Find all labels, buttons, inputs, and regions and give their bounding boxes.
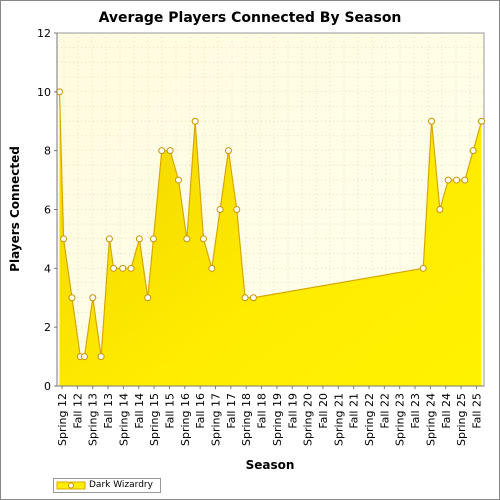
data-point <box>453 176 461 184</box>
y-tick-label: 10 <box>37 86 51 99</box>
y-tick-label: 12 <box>37 27 51 40</box>
y-axis-title: Players Connected <box>8 146 22 272</box>
x-tick-label: Spring 12 <box>56 393 69 446</box>
data-point <box>199 235 207 243</box>
legend: Dark Wizardry <box>53 478 161 493</box>
data-point <box>224 147 232 155</box>
data-point <box>419 264 427 272</box>
data-point <box>80 353 88 361</box>
data-point <box>428 117 436 125</box>
data-point <box>135 235 143 243</box>
series-area <box>59 91 482 386</box>
data-point <box>127 264 135 272</box>
x-tick-label: Spring 15 <box>148 393 161 446</box>
series-line <box>58 91 483 358</box>
data-point <box>249 294 257 302</box>
data-point <box>241 294 249 302</box>
data-point <box>436 206 444 213</box>
x-tick-label: Spring 16 <box>179 393 192 446</box>
x-tick-label: Spring 18 <box>240 393 253 446</box>
x-tick-label: Spring 23 <box>394 393 407 446</box>
x-tick-label: Spring 20 <box>302 393 315 446</box>
series-dark-wizardry <box>56 88 485 386</box>
chart-title: Average Players Connected By Season <box>99 10 402 26</box>
data-point <box>144 294 152 302</box>
data-point <box>110 264 118 272</box>
data-point <box>119 264 127 272</box>
data-point <box>233 206 241 213</box>
data-point <box>68 294 76 302</box>
y-tick-label: 4 <box>44 262 51 275</box>
x-tick-label: Spring 21 <box>332 393 345 446</box>
x-tick-label: Fall 24 <box>440 393 453 429</box>
x-tick-label: Fall 13 <box>102 393 115 429</box>
x-tick-label: Spring 24 <box>424 393 437 446</box>
y-tick-label: 6 <box>44 204 51 217</box>
legend-swatch <box>56 481 86 490</box>
data-point <box>166 147 174 155</box>
data-point <box>216 206 224 213</box>
x-tick-label: Fall 22 <box>378 393 391 429</box>
x-tick-label: Spring 25 <box>455 393 468 446</box>
x-tick-label: Fall 18 <box>256 393 269 429</box>
y-tick-label: 2 <box>44 321 51 334</box>
x-tick-label: Spring 22 <box>363 393 376 446</box>
x-tick-label: Fall 15 <box>163 393 176 429</box>
x-tick-label: Fall 14 <box>133 393 146 429</box>
data-point <box>191 117 199 125</box>
data-point <box>97 353 105 361</box>
x-tick-label: Fall 16 <box>194 393 207 429</box>
x-tick-label: Fall 23 <box>409 393 422 429</box>
x-tick-label: Spring 14 <box>117 393 130 446</box>
x-tick-label: Fall 20 <box>317 393 330 429</box>
data-point <box>158 147 166 155</box>
x-tick-label: Fall 25 <box>470 393 483 429</box>
data-point <box>461 176 469 184</box>
legend-label: Dark Wizardry <box>89 480 153 490</box>
x-tick-label: Fall 17 <box>225 393 238 429</box>
data-point <box>208 264 216 272</box>
y-tick-label: 0 <box>44 380 51 393</box>
x-tick-label: Fall 12 <box>71 393 84 429</box>
x-axis-title: Season <box>246 458 295 472</box>
data-point <box>105 235 113 243</box>
data-point <box>60 235 68 243</box>
x-tick-label: Spring 13 <box>87 393 100 446</box>
data-point <box>183 235 191 243</box>
y-tick-label: 8 <box>44 145 51 158</box>
x-tick-label: Spring 17 <box>210 393 223 446</box>
data-point <box>175 176 183 184</box>
x-tick-label: Fall 21 <box>348 393 361 429</box>
x-tick-label: Spring 19 <box>271 393 284 446</box>
data-point <box>444 176 452 184</box>
data-point <box>469 147 477 155</box>
x-tick-label: Fall 19 <box>286 393 299 429</box>
data-point <box>149 235 157 243</box>
data-point <box>478 117 485 125</box>
data-point <box>89 294 97 302</box>
